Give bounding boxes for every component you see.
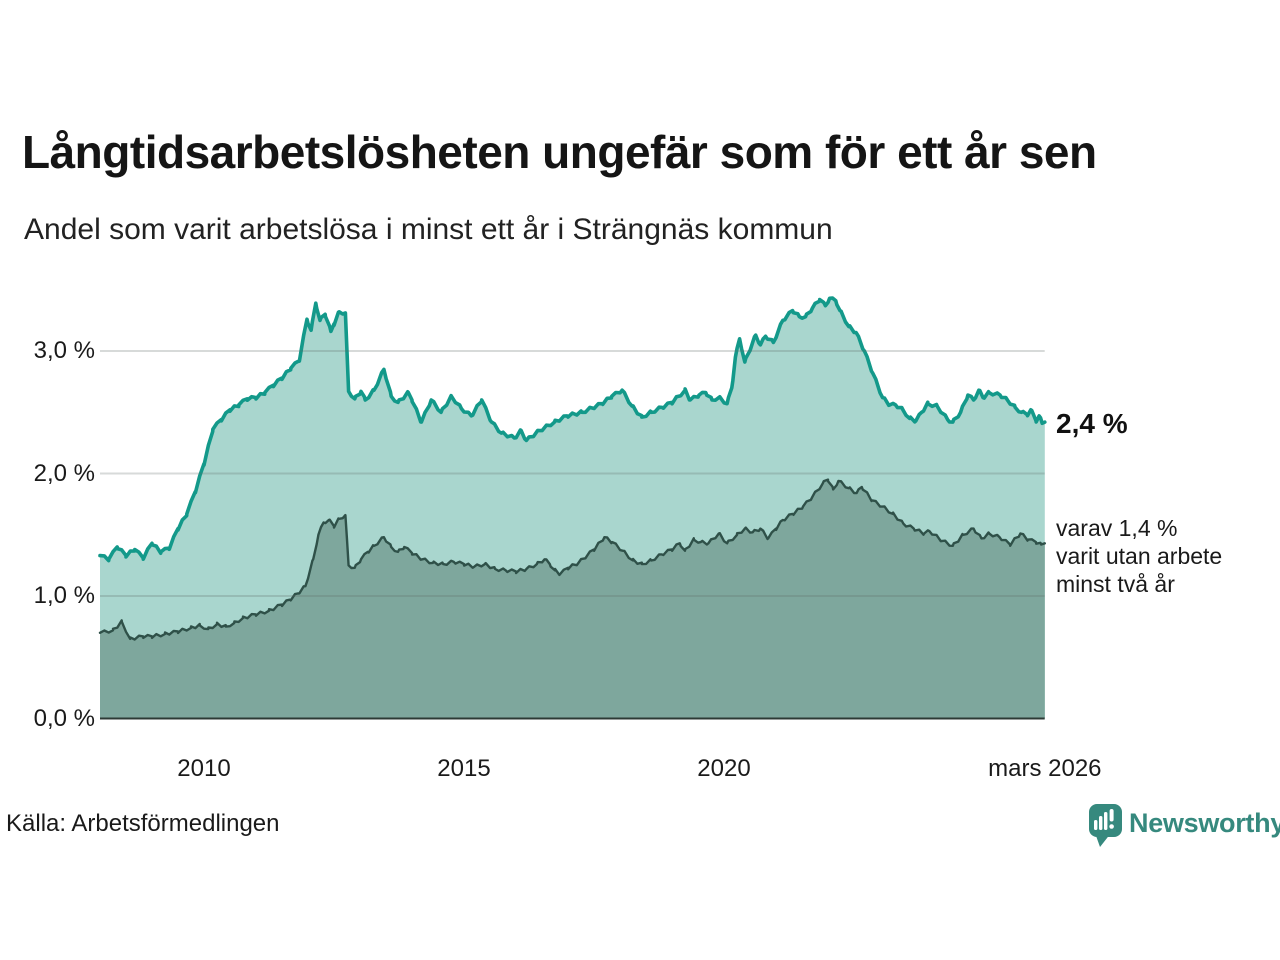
secondary-annotation-line: varit utan arbete [1056, 543, 1223, 569]
source-label: Källa: Arbetsförmedlingen [6, 810, 280, 837]
latest-value-label: 2,4 % [1056, 408, 1128, 439]
secondary-annotation-line: varav 1,4 % [1056, 515, 1178, 541]
chart-title: Långtidsarbetslösheten ungefär som för e… [22, 126, 1097, 178]
newsworthy-logo-text: Newsworthy [1129, 808, 1280, 838]
chart-subtitle: Andel som varit arbetslösa i minst ett å… [24, 213, 833, 246]
x-tick-label: 2010 [177, 755, 231, 782]
secondary-annotation: varav 1,4 % varit utan arbete minst två … [1056, 514, 1222, 598]
secondary-annotation-line: minst två år [1056, 571, 1175, 597]
upper-series-line [98, 296, 1047, 563]
lower-series-area [100, 479, 1045, 719]
y-tick-label: 3,0 % [33, 337, 95, 364]
x-tick-label: 2015 [437, 755, 491, 782]
x-tick-label: mars 2026 [988, 755, 1102, 782]
newsworthy-logo-icon [1089, 804, 1122, 847]
y-tick-label: 0,0 % [33, 704, 95, 732]
y-tick-label: 1,0 % [33, 582, 95, 609]
x-tick-label: 2020 [697, 755, 751, 782]
lower-series-line [98, 478, 1046, 641]
y-tick-label: 2,0 % [33, 459, 95, 487]
